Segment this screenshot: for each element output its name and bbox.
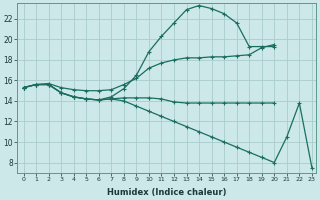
X-axis label: Humidex (Indice chaleur): Humidex (Indice chaleur) (107, 188, 226, 197)
